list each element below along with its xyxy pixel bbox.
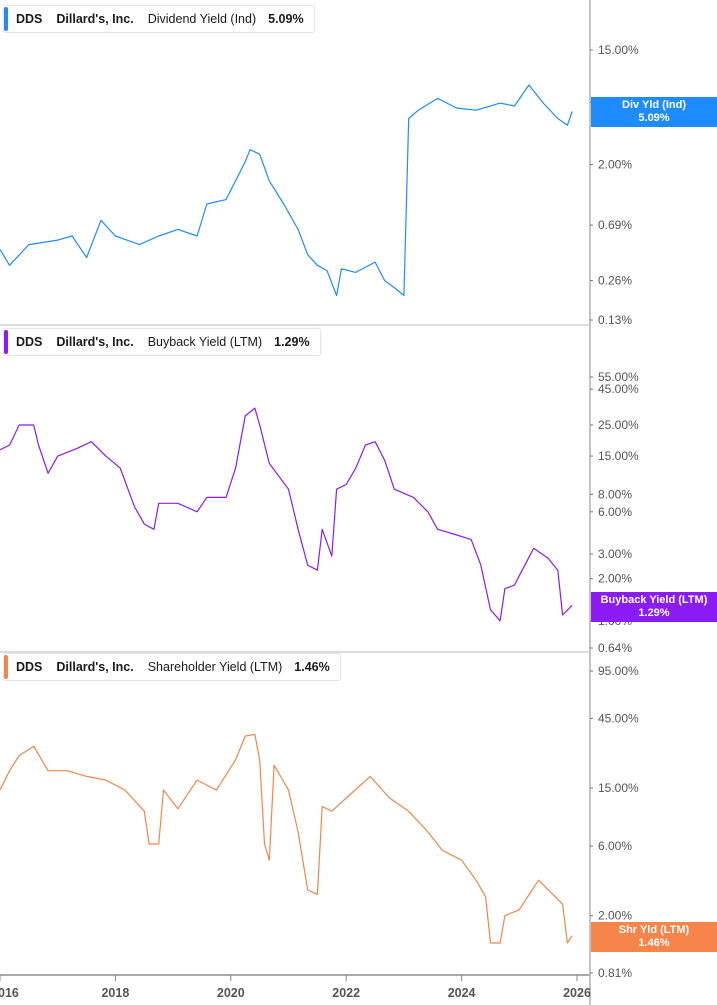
legend-company: Dillard's, Inc. bbox=[56, 335, 134, 349]
legend-buyback-yield[interactable]: DDS Dillard's, Inc. Buyback Yield (LTM) … bbox=[3, 328, 321, 356]
y-tick-label: 2.00% bbox=[598, 909, 632, 923]
series-color-swatch bbox=[4, 7, 8, 31]
y-tick-label: 0.26% bbox=[598, 274, 632, 288]
tag-value: 1.29% bbox=[638, 607, 670, 619]
x-tick-label: 2018 bbox=[101, 986, 129, 1000]
series-line-2 bbox=[0, 733, 573, 944]
legend-metric: Dividend Yield (Ind) bbox=[147, 12, 257, 26]
legend-ticker: DDS bbox=[16, 12, 43, 26]
x-tick-label: 2022 bbox=[332, 986, 360, 1000]
x-tick-label: 2020 bbox=[217, 986, 245, 1000]
legend-metric: Shareholder Yield (LTM) bbox=[147, 660, 283, 674]
y-tick-label: 55.00% bbox=[598, 370, 639, 384]
x-tick-label: 016 bbox=[0, 986, 19, 1000]
y-tick-label: 0.81% bbox=[598, 966, 632, 980]
tag-value: 1.46% bbox=[638, 937, 670, 949]
y-tick-label: 95.00% bbox=[598, 664, 639, 678]
series-color-swatch bbox=[4, 655, 8, 679]
legend-value: 5.09% bbox=[268, 12, 304, 26]
legend-metric: Buyback Yield (LTM) bbox=[147, 335, 263, 349]
series-line-1 bbox=[0, 407, 573, 622]
y-tick-label: 15.00% bbox=[598, 781, 639, 795]
legend-shareholder-yield[interactable]: DDS Dillard's, Inc. Shareholder Yield (L… bbox=[3, 653, 341, 681]
x-tick-label: 2024 bbox=[448, 986, 476, 1000]
legend-dividend-yield[interactable]: DDS Dillard's, Inc. Dividend Yield (Ind)… bbox=[3, 5, 315, 33]
legend-company: Dillard's, Inc. bbox=[56, 660, 134, 674]
y-tick-label: 3.00% bbox=[598, 547, 632, 561]
series-line-0 bbox=[0, 84, 573, 297]
y-tick-label: 45.00% bbox=[598, 382, 639, 396]
tag-label: Div Yld (Ind) bbox=[622, 99, 686, 111]
series-color-swatch bbox=[4, 330, 8, 354]
y-tick-label: 45.00% bbox=[598, 711, 639, 725]
x-tick-label: 2026 bbox=[563, 986, 591, 1000]
y-tick-label: 25.00% bbox=[598, 418, 639, 432]
current-value-tag-buyback: Buyback Yield (LTM) 1.29% bbox=[591, 592, 717, 622]
y-tick-label: 8.00% bbox=[598, 487, 632, 501]
y-tick-label: 6.00% bbox=[598, 839, 632, 853]
y-tick-label: 15.00% bbox=[598, 449, 639, 463]
y-tick-label: 15.00% bbox=[598, 43, 639, 57]
tag-value: 5.09% bbox=[638, 112, 670, 124]
y-tick-label: 2.00% bbox=[598, 158, 632, 172]
y-tick-label: 2.00% bbox=[598, 572, 632, 586]
y-tick-label: 0.69% bbox=[598, 218, 632, 232]
y-tick-label: 0.64% bbox=[598, 641, 632, 655]
current-value-tag-dividend: Div Yld (Ind) 5.09% bbox=[591, 97, 717, 127]
y-tick-label: 0.13% bbox=[598, 313, 632, 327]
legend-value: 1.46% bbox=[294, 660, 330, 674]
current-value-tag-shareholder: Shr Yld (LTM) 1.46% bbox=[591, 922, 717, 952]
legend-value: 1.29% bbox=[274, 335, 310, 349]
y-tick-label: 6.00% bbox=[598, 505, 632, 519]
tag-label: Shr Yld (LTM) bbox=[618, 924, 690, 936]
legend-ticker: DDS bbox=[16, 335, 43, 349]
legend-ticker: DDS bbox=[16, 660, 43, 674]
tag-label: Buyback Yield (LTM) bbox=[600, 594, 708, 606]
legend-company: Dillard's, Inc. bbox=[56, 12, 134, 26]
